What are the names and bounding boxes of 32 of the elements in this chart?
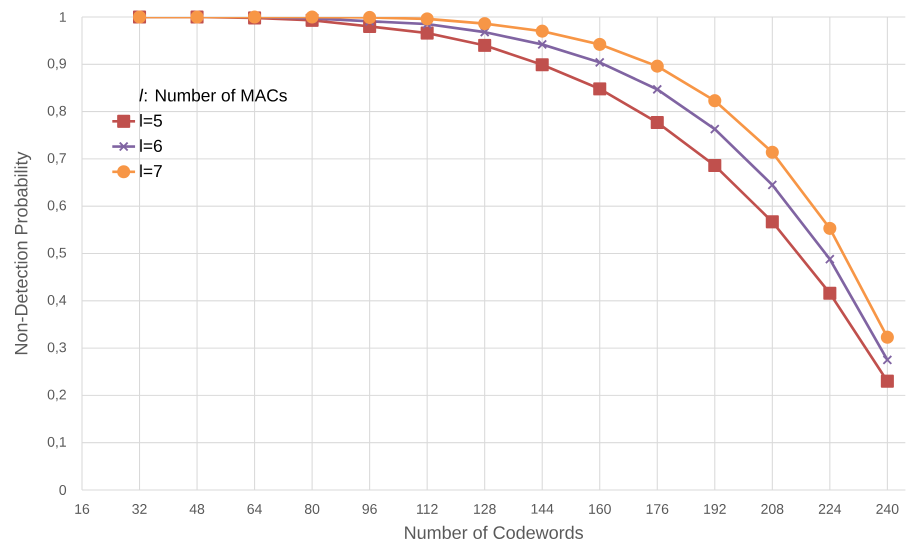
x-tick-label: 32	[132, 504, 147, 514]
x-tick-label: 224	[818, 504, 842, 514]
x-tick-label: 112	[417, 504, 438, 514]
y-tick-label: 0,5	[48, 248, 66, 260]
y-tick-label: 0,8	[48, 106, 66, 118]
x-tick-label: 128	[474, 504, 496, 514]
y-tick-label: 0,9	[48, 58, 66, 70]
y-tick-label: 1	[60, 12, 66, 22]
y-tick-label: 0,6	[48, 200, 66, 212]
x-tick-label: 16	[75, 504, 90, 514]
x-tick-label: 208	[761, 504, 784, 514]
y-tick-label: 0,1	[48, 436, 66, 448]
x-tick-label: 176	[646, 504, 668, 514]
y-tick-label: 0	[59, 485, 66, 495]
x-tick-label: 144	[532, 504, 554, 514]
legend-label: l=7	[140, 164, 162, 178]
x-tick-label: 240	[876, 504, 898, 514]
legend-label: l=5	[140, 114, 162, 127]
legend-title: l: Number of MACs	[139, 88, 287, 102]
y-tick-label: 0,3	[48, 342, 66, 354]
x-tick-label: 160	[589, 504, 611, 514]
x-tick-label: 96	[362, 504, 377, 514]
x-tick-label: 80	[304, 504, 320, 514]
x-tick-label: 64	[248, 504, 262, 514]
x-tick-label: 48	[190, 504, 204, 514]
x-tick-label: 192	[704, 504, 726, 514]
legend-label: l=6	[140, 139, 162, 152]
y-tick-label: 0,4	[48, 295, 66, 307]
y-tick-label: 0,7	[48, 153, 66, 165]
y-tick-label: 0,2	[48, 390, 66, 402]
x-axis-title: Number of Codewords	[405, 526, 584, 539]
y-axis-title: Non-Detection Probability	[14, 152, 32, 354]
